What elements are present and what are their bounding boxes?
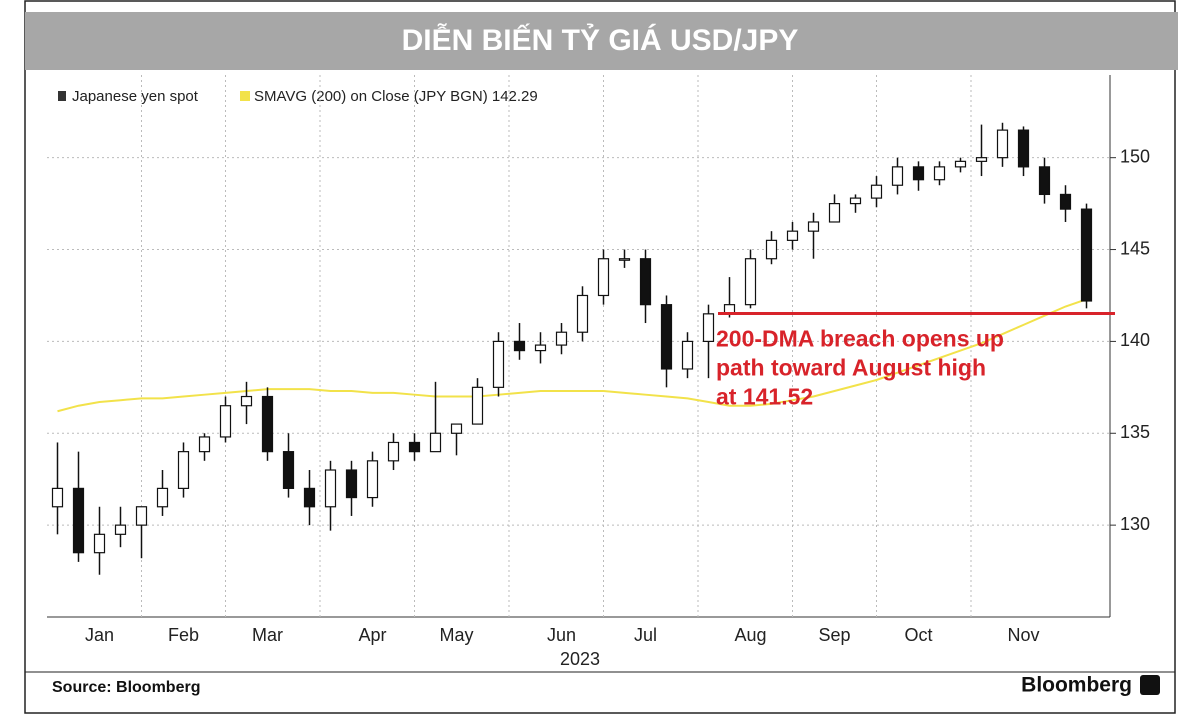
candle-body bbox=[450, 423, 463, 434]
candle-body bbox=[660, 304, 673, 370]
candle-body bbox=[828, 203, 841, 223]
candle-body bbox=[1080, 208, 1093, 302]
legend-swatch bbox=[58, 91, 66, 101]
candle-body bbox=[891, 166, 904, 186]
candle-body bbox=[303, 487, 316, 508]
y-tick-label: 130 bbox=[1120, 514, 1150, 534]
candle-body bbox=[933, 166, 946, 181]
candle-body bbox=[429, 432, 442, 453]
year-label: 2023 bbox=[560, 649, 600, 669]
x-tick-label: Sep bbox=[818, 625, 850, 645]
y-tick-label: 135 bbox=[1120, 422, 1150, 442]
legend-label: SMAVG (200) on Close (JPY BGN) 142.29 bbox=[254, 88, 538, 105]
candle-body bbox=[492, 340, 505, 388]
candle-body bbox=[282, 451, 295, 489]
brand: Bloomberg bbox=[1021, 674, 1132, 697]
candle-body bbox=[1059, 193, 1072, 210]
candle-body bbox=[975, 157, 988, 162]
candle-body bbox=[618, 258, 631, 261]
y-tick-label: 145 bbox=[1120, 238, 1150, 258]
x-tick-label: Feb bbox=[168, 625, 199, 645]
candle-body bbox=[72, 487, 85, 554]
x-tick-label: Jul bbox=[634, 625, 657, 645]
chart-title: DIỄN BIẾN TỶ GIÁ USD/JPY bbox=[402, 23, 799, 57]
candle-body bbox=[261, 395, 274, 453]
candle-body bbox=[744, 258, 757, 306]
candle-body bbox=[366, 460, 379, 499]
x-tick-label: Nov bbox=[1007, 625, 1039, 645]
candle-body bbox=[135, 506, 148, 526]
source: Source: Bloomberg bbox=[52, 679, 200, 696]
x-tick-label: Mar bbox=[252, 625, 283, 645]
candle-body bbox=[555, 331, 568, 346]
candle-body bbox=[765, 239, 778, 260]
candle-body bbox=[954, 160, 967, 168]
candle-body bbox=[807, 221, 820, 232]
candle-body bbox=[576, 294, 589, 333]
candle-body bbox=[681, 340, 694, 370]
annotation: 200-DMA breach opens up bbox=[716, 326, 1004, 352]
candle-body bbox=[114, 524, 127, 535]
x-tick-label: May bbox=[439, 625, 473, 645]
x-tick-label: Apr bbox=[358, 625, 386, 645]
candle-body bbox=[1017, 129, 1030, 168]
title-bar bbox=[25, 12, 1178, 70]
sma-line bbox=[57, 298, 1087, 413]
candle-body bbox=[408, 441, 421, 453]
candle-body bbox=[534, 344, 547, 352]
annotation: path toward August high bbox=[716, 355, 986, 381]
candle-body bbox=[93, 533, 106, 554]
candle-body bbox=[513, 340, 526, 352]
candle-body bbox=[1038, 166, 1051, 196]
candle-body bbox=[786, 230, 799, 241]
candle-body bbox=[702, 313, 715, 343]
x-tick-label: Aug bbox=[734, 625, 766, 645]
candle-body bbox=[324, 469, 337, 508]
candle-body bbox=[219, 405, 232, 438]
candle-body bbox=[177, 451, 190, 489]
candle-body bbox=[387, 441, 400, 462]
annotation: at 141.52 bbox=[716, 384, 813, 410]
legend-swatch bbox=[240, 91, 250, 101]
candle-body bbox=[51, 487, 64, 508]
y-tick-label: 140 bbox=[1120, 330, 1150, 350]
legend-label: Japanese yen spot bbox=[72, 88, 199, 105]
x-tick-label: Oct bbox=[904, 625, 932, 645]
candle-body bbox=[471, 386, 484, 425]
candle-body bbox=[870, 184, 883, 199]
candle-body bbox=[240, 395, 253, 407]
x-tick-label: Jan bbox=[85, 625, 114, 645]
candle-body bbox=[912, 166, 925, 181]
x-tick-label: Jun bbox=[547, 625, 576, 645]
candle-body bbox=[156, 487, 169, 508]
candle-body bbox=[849, 197, 862, 205]
candle-body bbox=[996, 129, 1009, 159]
y-tick-label: 150 bbox=[1120, 146, 1150, 166]
brand-icon bbox=[1140, 675, 1160, 695]
plot-area bbox=[47, 75, 1110, 617]
candle-body bbox=[639, 258, 652, 306]
candle-body bbox=[597, 258, 610, 297]
candle-body bbox=[345, 469, 358, 499]
candle-body bbox=[198, 436, 211, 453]
